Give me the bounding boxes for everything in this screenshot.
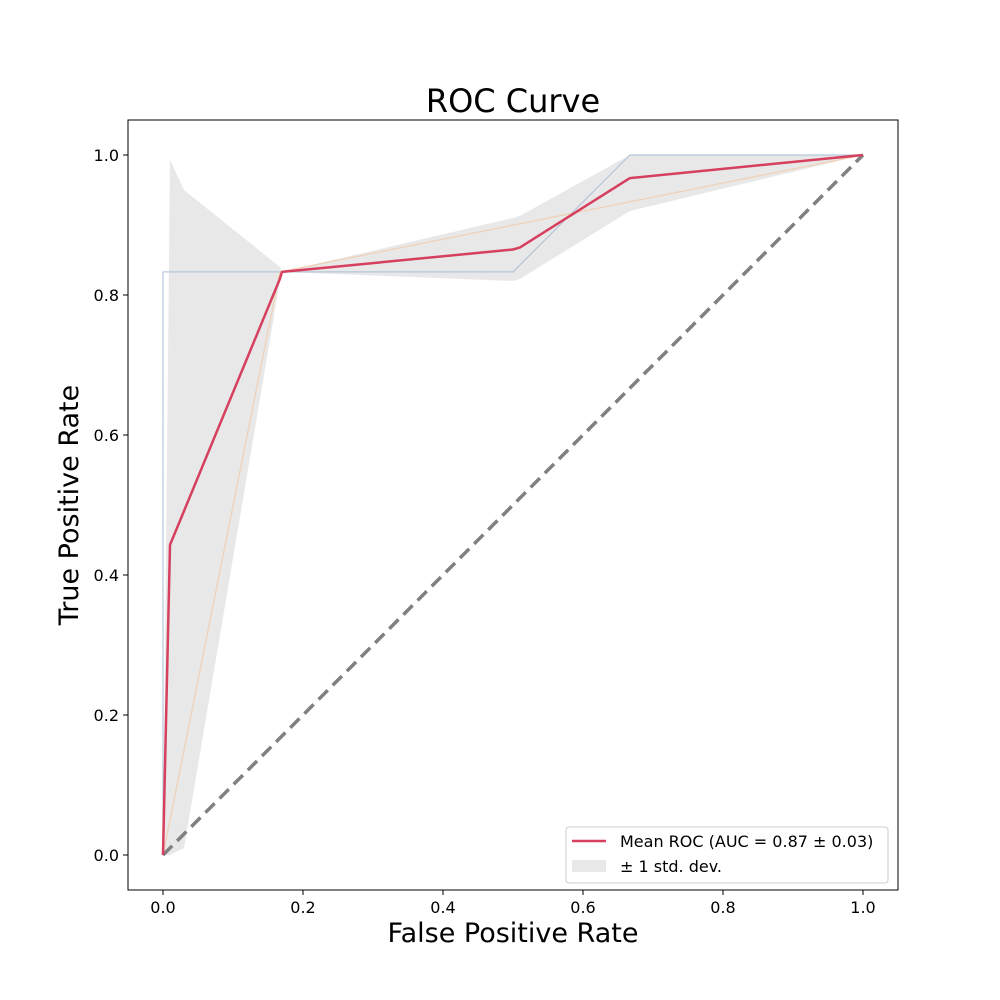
chance-diagonal-line [161, 153, 865, 857]
x-axis: 0.0 0.2 0.4 0.6 0.8 1.0 [150, 890, 876, 917]
y-tick-label: 0.4 [94, 566, 119, 585]
plot-area [161, 153, 865, 857]
x-tick-label: 1.0 [850, 898, 875, 917]
legend-box [565, 826, 889, 884]
x-axis-label: False Positive Rate [388, 918, 639, 949]
y-tick-label: 0.2 [94, 706, 119, 725]
x-tick-label: 0.8 [710, 898, 735, 917]
y-axis: 0.0 0.2 0.4 0.6 0.8 1.0 [94, 146, 128, 865]
y-tick-label: 0.6 [94, 426, 119, 445]
plot-frame [127, 119, 899, 891]
y-tick-label: 0.8 [94, 286, 119, 305]
legend: Mean ROC (AUC = 0.87 ± 0.03) ± 1 std. de… [565, 826, 889, 884]
legend-band-label: ± 1 std. dev. [620, 857, 722, 876]
mean-roc-line [161, 153, 864, 856]
y-tick-label: 1.0 [94, 146, 119, 165]
x-tick-label: 0.2 [290, 898, 315, 917]
legend-mean-label: Mean ROC (AUC = 0.87 ± 0.03) [620, 832, 873, 851]
legend-band-swatch [572, 860, 606, 872]
x-tick-label: 0.4 [430, 898, 455, 917]
chart-title: ROC Curve [426, 82, 600, 120]
x-tick-label: 0.6 [570, 898, 595, 917]
y-tick-label: 0.0 [94, 846, 119, 865]
fold-roc-line-1 [162, 154, 864, 856]
fold-roc-line-0 [162, 154, 863, 855]
x-tick-label: 0.0 [150, 898, 175, 917]
y-axis-label: True Positive Rate [54, 385, 85, 627]
